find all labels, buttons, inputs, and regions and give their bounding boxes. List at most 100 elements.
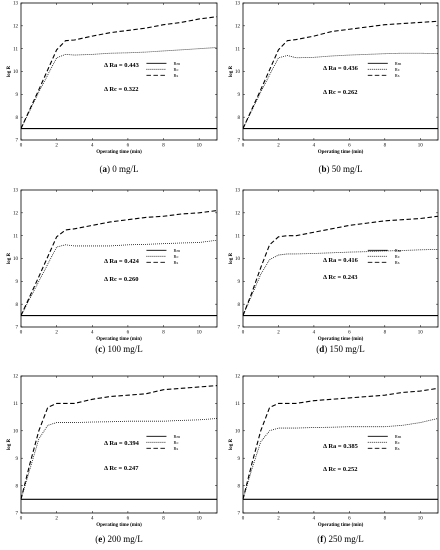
- x-axis-label: Operating time (min): [96, 523, 142, 528]
- y-tick-label: 8: [16, 116, 19, 121]
- x-axis-label: Operating time (min): [318, 150, 364, 155]
- x-tick-label: 8: [384, 517, 387, 522]
- legend-label-rm: Rm: [395, 248, 402, 253]
- caption-letter: d: [319, 344, 324, 354]
- chart-panel-5: 7 8 9 10 11 12 0 2 4 6 8 10 Operating time (min) log …: [7, 375, 218, 544]
- y-axis-label: log R: [229, 65, 234, 77]
- y-tick-label: 11: [235, 47, 240, 52]
- x-tick-label: 10: [418, 517, 424, 522]
- y-tick-label: 10: [13, 430, 19, 435]
- x-tick-label: 0: [242, 144, 245, 149]
- caption-paren-open: (: [316, 344, 319, 354]
- legend-label-rc: Rc: [395, 67, 400, 72]
- x-tick-label: 4: [91, 331, 94, 336]
- plot-frame: [20, 375, 218, 514]
- series-line-rs: [20, 385, 218, 500]
- y-tick-label: 11: [235, 234, 240, 239]
- x-tick-label: 10: [197, 144, 203, 149]
- caption-concentration: 50 mg/L: [332, 164, 363, 174]
- delta-rc-annotation: Δ Rc = 0.262: [323, 89, 358, 96]
- x-tick-label: 10: [418, 331, 424, 336]
- y-tick-label: 12: [13, 375, 19, 380]
- legend-label-rc: Rc: [173, 67, 178, 72]
- legend-label-rm: Rm: [173, 434, 180, 439]
- legend-label-rc: Rc: [395, 440, 400, 445]
- caption-paren-close: ): [327, 164, 332, 174]
- x-tick-label: 10: [197, 331, 203, 336]
- caption-paren-open: (: [95, 344, 98, 354]
- x-axis-label: Operating time (min): [96, 150, 142, 155]
- delta-ra-annotation: Δ Ra = 0.385: [323, 443, 359, 450]
- legend-label-rs: Rs: [395, 446, 400, 451]
- caption-paren-open: (: [95, 534, 98, 544]
- delta-rc-annotation: Δ Rc = 0.260: [104, 276, 139, 283]
- legend-label-rs: Rs: [173, 446, 178, 451]
- y-tick-label: 12: [13, 25, 19, 30]
- x-tick-label: 0: [242, 517, 245, 522]
- x-tick-label: 0: [20, 517, 23, 522]
- x-tick-label: 6: [127, 144, 130, 149]
- y-tick-label: 13: [235, 2, 241, 7]
- x-tick-label: 4: [313, 331, 316, 336]
- series-line-rc: [242, 248, 439, 316]
- panel-caption: (a) 0 mg/L: [100, 164, 139, 174]
- y-axis-label: log R: [229, 252, 234, 264]
- y-axis-label: log R: [7, 65, 12, 77]
- y-axis-label: log R: [229, 438, 234, 450]
- panel-caption: (f) 250 mg/L: [317, 534, 364, 544]
- legend-label-rs: Rs: [173, 260, 178, 265]
- caption-paren-open: (: [100, 164, 103, 174]
- plot-frame: [242, 375, 439, 514]
- caption-paren-close: ): [102, 344, 107, 354]
- series-line-rs: [242, 387, 439, 500]
- y-tick-label: 7: [238, 139, 241, 144]
- x-tick-label: 2: [277, 144, 280, 149]
- y-tick-label: 12: [235, 25, 241, 30]
- x-tick-label: 4: [91, 144, 94, 149]
- legend-label-rm: Rm: [173, 248, 180, 253]
- caption-concentration: 150 mg/L: [330, 344, 365, 354]
- y-tick-label: 10: [235, 430, 241, 435]
- x-tick-label: 4: [313, 517, 316, 522]
- y-tick-label: 12: [13, 212, 19, 217]
- chart-panel-3: 7 8 9 10 11 12 13 0 2 4 6 8 10 Operating time (min) lo…: [7, 189, 218, 354]
- panel-caption: (c) 100 mg/L: [95, 344, 143, 354]
- panel-caption: (b) 50 mg/L: [318, 164, 362, 174]
- y-tick-label: 9: [238, 280, 241, 285]
- x-tick-label: 8: [162, 517, 165, 522]
- x-tick-label: 2: [55, 144, 58, 149]
- legend-label-rm: Rm: [395, 434, 402, 439]
- y-tick-label: 11: [235, 402, 240, 407]
- legend-label-rs: Rs: [173, 73, 178, 78]
- y-tick-label: 9: [238, 93, 241, 98]
- series-line-rs: [242, 215, 439, 316]
- caption-concentration: 250 mg/L: [329, 534, 364, 544]
- x-tick-label: 10: [197, 517, 203, 522]
- legend-label-rc: Rc: [395, 254, 400, 259]
- x-tick-label: 4: [313, 144, 316, 149]
- legend-label-rm: Rm: [395, 61, 402, 66]
- y-tick-label: 7: [238, 326, 241, 331]
- delta-ra-annotation: Δ Ra = 0.394: [104, 440, 140, 447]
- x-tick-label: 0: [242, 331, 245, 336]
- caption-paren-close: ): [324, 344, 329, 354]
- x-axis-label: Operating time (min): [318, 337, 364, 342]
- caption-paren-close: ): [102, 534, 107, 544]
- delta-ra-annotation: Δ Ra = 0.416: [323, 257, 359, 264]
- y-tick-label: 10: [235, 70, 241, 75]
- x-tick-label: 0: [20, 144, 23, 149]
- y-tick-label: 13: [13, 189, 19, 194]
- series-line-rc: [20, 239, 218, 316]
- x-tick-label: 2: [277, 517, 280, 522]
- y-tick-label: 11: [13, 47, 18, 52]
- series-line-rs: [20, 210, 218, 316]
- caption-letter: a: [103, 164, 108, 174]
- y-tick-label: 11: [13, 402, 18, 407]
- delta-rc-annotation: Δ Rc = 0.243: [323, 274, 358, 281]
- y-tick-label: 9: [16, 280, 19, 285]
- x-tick-label: 2: [55, 331, 58, 336]
- y-tick-label: 10: [235, 257, 241, 262]
- x-tick-label: 6: [348, 517, 351, 522]
- x-tick-label: 8: [162, 144, 165, 149]
- y-tick-label: 8: [238, 484, 241, 489]
